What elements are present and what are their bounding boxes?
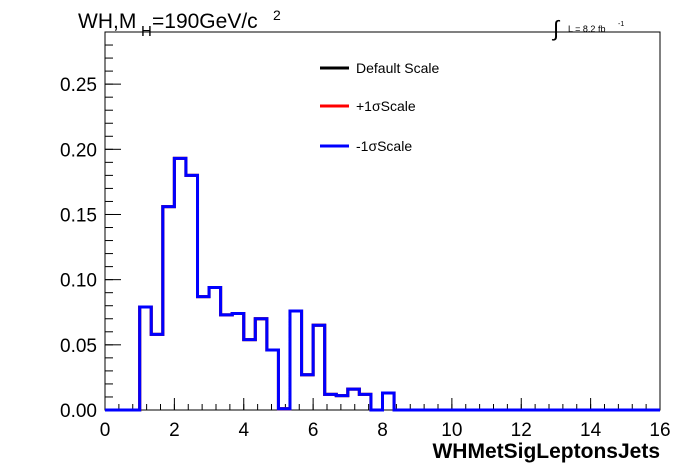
x-axis-label: WHMetSigLeptonsJets (432, 440, 660, 463)
y-tick-label: 0.15 (60, 205, 97, 226)
lumi-text: L = 8.2 fb (568, 24, 605, 34)
y-tick-label: 0.20 (60, 140, 97, 161)
plot-frame (104, 31, 661, 411)
luminosity-label: ∫ L = 8.2 fb -1 (551, 16, 624, 41)
y-axis: 0.00 0.05 0.10 0.15 0.20 0.25 (60, 44, 121, 422)
title-subscript: H (141, 23, 152, 40)
x-tick-label: 6 (308, 420, 319, 441)
lumi-superscript: -1 (618, 21, 624, 28)
title-superscript: 2 (273, 7, 281, 23)
title-value: =190GeV/c (152, 10, 258, 33)
chart-title: WH,M H =190GeV/c 2 (78, 7, 281, 40)
x-tick-label: 14 (580, 420, 602, 441)
y-tick-label: 0.00 (60, 401, 97, 422)
x-tick-label: 4 (238, 420, 249, 441)
series-layer (105, 156, 660, 412)
histogram-series-0 (105, 156, 660, 412)
x-tick-label: 10 (441, 420, 462, 441)
legend: Default Scale +1σScale -1σScale (320, 60, 439, 154)
legend-label-0: Default Scale (356, 60, 439, 76)
histogram-series-1 (105, 156, 660, 412)
title-main: WH,M (78, 10, 136, 33)
histogram-series-2 (105, 156, 660, 412)
y-tick-label: 0.05 (60, 336, 97, 357)
x-tick-label: 16 (649, 420, 670, 441)
x-axis: 0 2 4 6 8 10 12 14 16 (100, 398, 671, 441)
lumi-integral: ∫ (551, 16, 561, 41)
x-tick-label: 2 (169, 420, 180, 441)
y-tick-label: 0.25 (60, 75, 97, 96)
legend-label-2: -1σScale (356, 138, 412, 154)
x-tick-label: 8 (377, 420, 388, 441)
x-tick-label: 0 (100, 420, 111, 441)
y-tick-label: 0.10 (60, 271, 97, 292)
legend-label-1: +1σScale (356, 98, 416, 114)
x-tick-label: 12 (511, 420, 532, 441)
